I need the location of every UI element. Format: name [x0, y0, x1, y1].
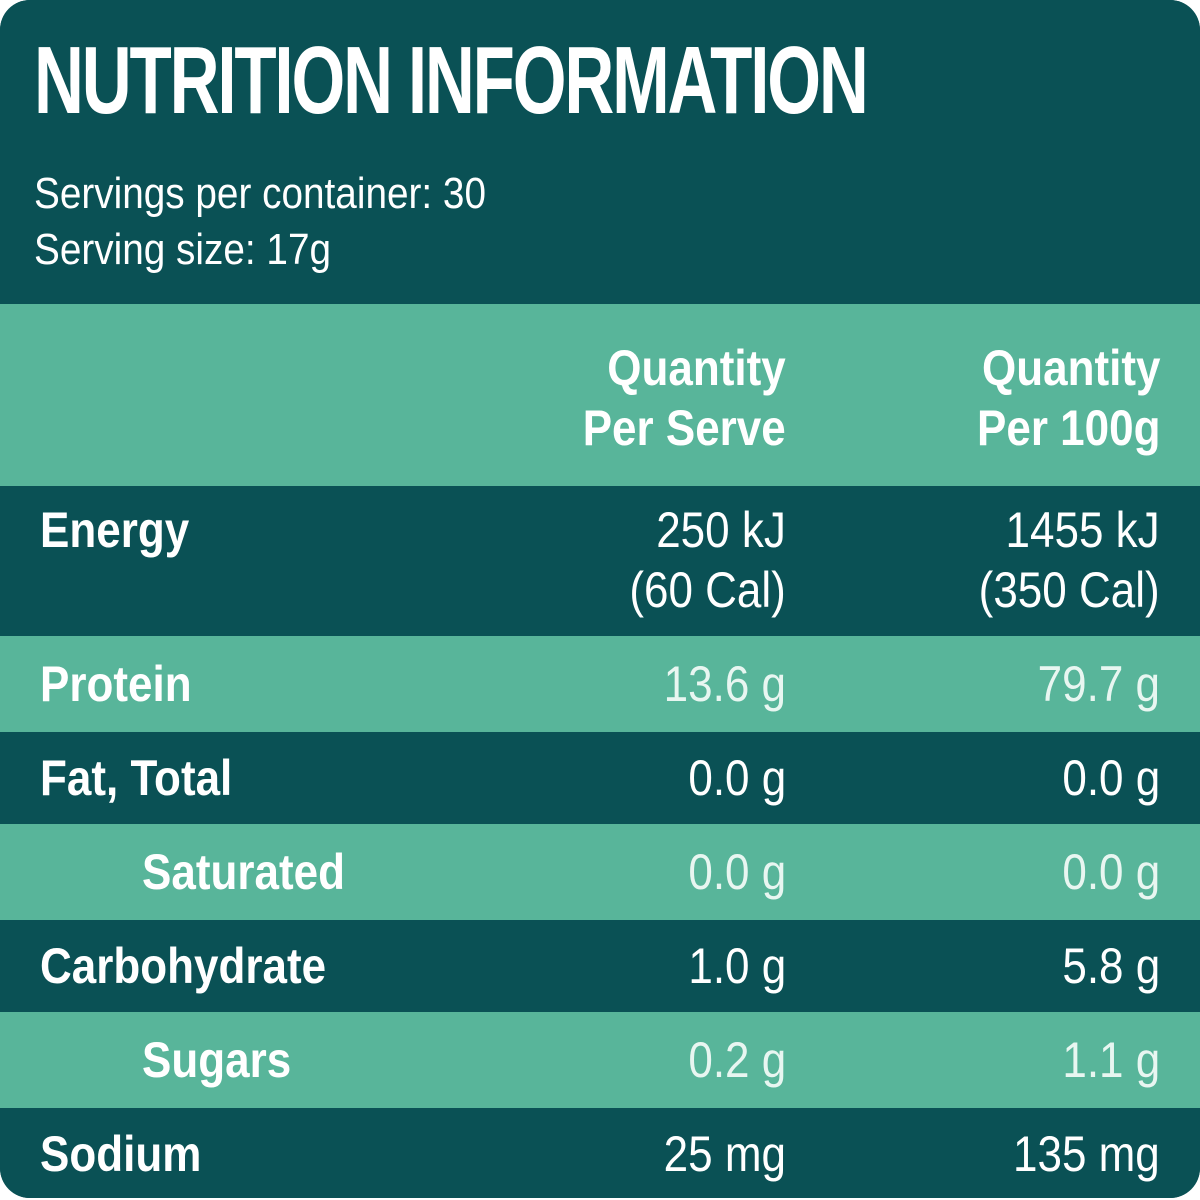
carbohydrate-per-serve: 1.0 g — [688, 938, 786, 994]
panel-title: NUTRITION INFORMATION — [34, 27, 869, 134]
sodium-per-serve: 25 mg — [663, 1126, 786, 1182]
energy-per-serve: 250 kJ (60 Cal) — [629, 500, 786, 620]
table-row-protein: Protein 13.6 g 79.7 g — [0, 636, 1200, 732]
saturated-per-100g: 0.0 g — [1062, 844, 1160, 900]
table-row-energy: Energy 250 kJ (60 Cal) 1455 kJ (350 Cal) — [0, 486, 1200, 636]
column-header-per-100g-line1: Quantity — [981, 340, 1160, 396]
protein-per-serve: 13.6 g — [663, 656, 786, 712]
energy-per-serve-kj: 250 kJ — [656, 502, 786, 558]
protein-per-100g: 79.7 g — [1037, 656, 1160, 712]
column-header-per-100g-line2: Per 100g — [976, 400, 1160, 456]
serving-size: Serving size: 17g — [34, 225, 332, 274]
column-header-row: Quantity Per Serve Quantity Per 100g — [0, 304, 1200, 486]
row-label: Carbohydrate — [40, 938, 327, 994]
column-header-per-serve: Quantity Per Serve — [583, 338, 786, 458]
table-row-saturated: Saturated 0.0 g 0.0 g — [0, 824, 1200, 920]
column-header-per-serve-line2: Per Serve — [582, 400, 786, 456]
row-label: Saturated — [142, 844, 345, 900]
table-row-fat-total: Fat, Total 0.0 g 0.0 g — [0, 732, 1200, 824]
carbohydrate-per-100g: 5.8 g — [1062, 938, 1160, 994]
servings-per-container: Servings per container: 30 — [34, 169, 487, 218]
row-label: Energy — [40, 502, 190, 558]
panel-header: NUTRITION INFORMATION Servings per conta… — [0, 0, 1200, 304]
table-row-carbohydrate: Carbohydrate 1.0 g 5.8 g — [0, 920, 1200, 1012]
energy-per-100g-kj: 1455 kJ — [1005, 502, 1160, 558]
column-header-per-100g: Quantity Per 100g — [977, 338, 1160, 458]
saturated-per-serve: 0.0 g — [688, 844, 786, 900]
fat-total-per-serve: 0.0 g — [688, 750, 786, 806]
row-label: Sugars — [142, 1032, 292, 1088]
energy-per-100g-cal: (350 Cal) — [979, 562, 1160, 618]
table-row-sugars: Sugars 0.2 g 1.1 g — [0, 1012, 1200, 1108]
energy-per-serve-cal: (60 Cal) — [629, 562, 786, 618]
column-header-per-serve-line1: Quantity — [607, 340, 786, 396]
sugars-per-100g: 1.1 g — [1062, 1032, 1160, 1088]
row-label: Protein — [40, 656, 192, 712]
fat-total-per-100g: 0.0 g — [1062, 750, 1160, 806]
sodium-per-100g: 135 mg — [1013, 1126, 1160, 1182]
energy-per-100g: 1455 kJ (350 Cal) — [979, 500, 1160, 620]
row-label: Sodium — [40, 1126, 202, 1182]
row-label: Fat, Total — [40, 750, 233, 806]
sugars-per-serve: 0.2 g — [688, 1032, 786, 1088]
table-row-sodium: Sodium 25 mg 135 mg — [0, 1108, 1200, 1198]
serving-info: Servings per container: 30 Serving size:… — [34, 166, 486, 278]
